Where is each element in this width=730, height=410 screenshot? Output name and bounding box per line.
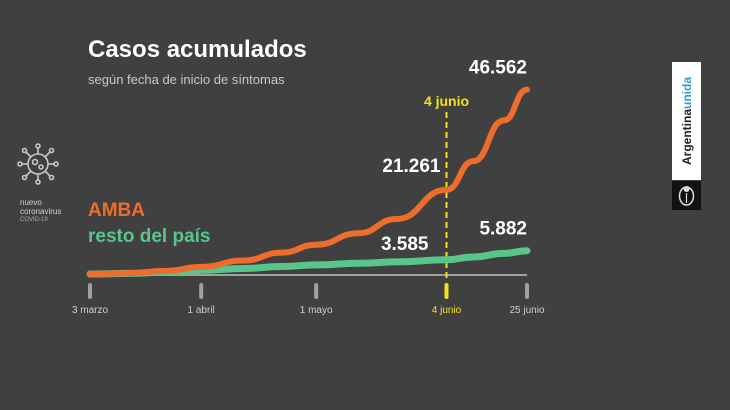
x-tick-label: 4 junio bbox=[432, 305, 462, 316]
chart-subtitle: según fecha de inicio de síntomas bbox=[88, 72, 285, 87]
x-tick-label: 25 junio bbox=[509, 305, 544, 316]
legend-amba: AMBA bbox=[88, 200, 145, 221]
virus-label-line2: coronavirus bbox=[20, 207, 62, 216]
virus-label-line1: nuevo bbox=[20, 198, 42, 207]
data-label: 3.585 bbox=[381, 234, 429, 255]
chart-title: Casos acumulados bbox=[88, 36, 307, 63]
brand-badge: Argentinaunida bbox=[672, 62, 701, 180]
x-tick-label: 1 abril bbox=[188, 305, 215, 316]
data-label: 46.562 bbox=[469, 58, 527, 79]
legend-resto: resto del país bbox=[88, 226, 211, 247]
highlight-label: 4 junio bbox=[424, 93, 469, 109]
data-label: 5.882 bbox=[479, 219, 527, 240]
data-label: 21.261 bbox=[382, 156, 441, 177]
virus-icon bbox=[14, 142, 64, 222]
x-tick-label: 3 marzo bbox=[72, 305, 109, 316]
virus-label-line3: COVID-19 bbox=[20, 217, 48, 223]
virus-label: nuevo coronavirus COVID-19 bbox=[20, 198, 61, 225]
series-line-amba bbox=[87, 86, 530, 277]
national-seal-icon bbox=[672, 181, 701, 210]
x-tick-label: 1 mayo bbox=[300, 305, 333, 316]
